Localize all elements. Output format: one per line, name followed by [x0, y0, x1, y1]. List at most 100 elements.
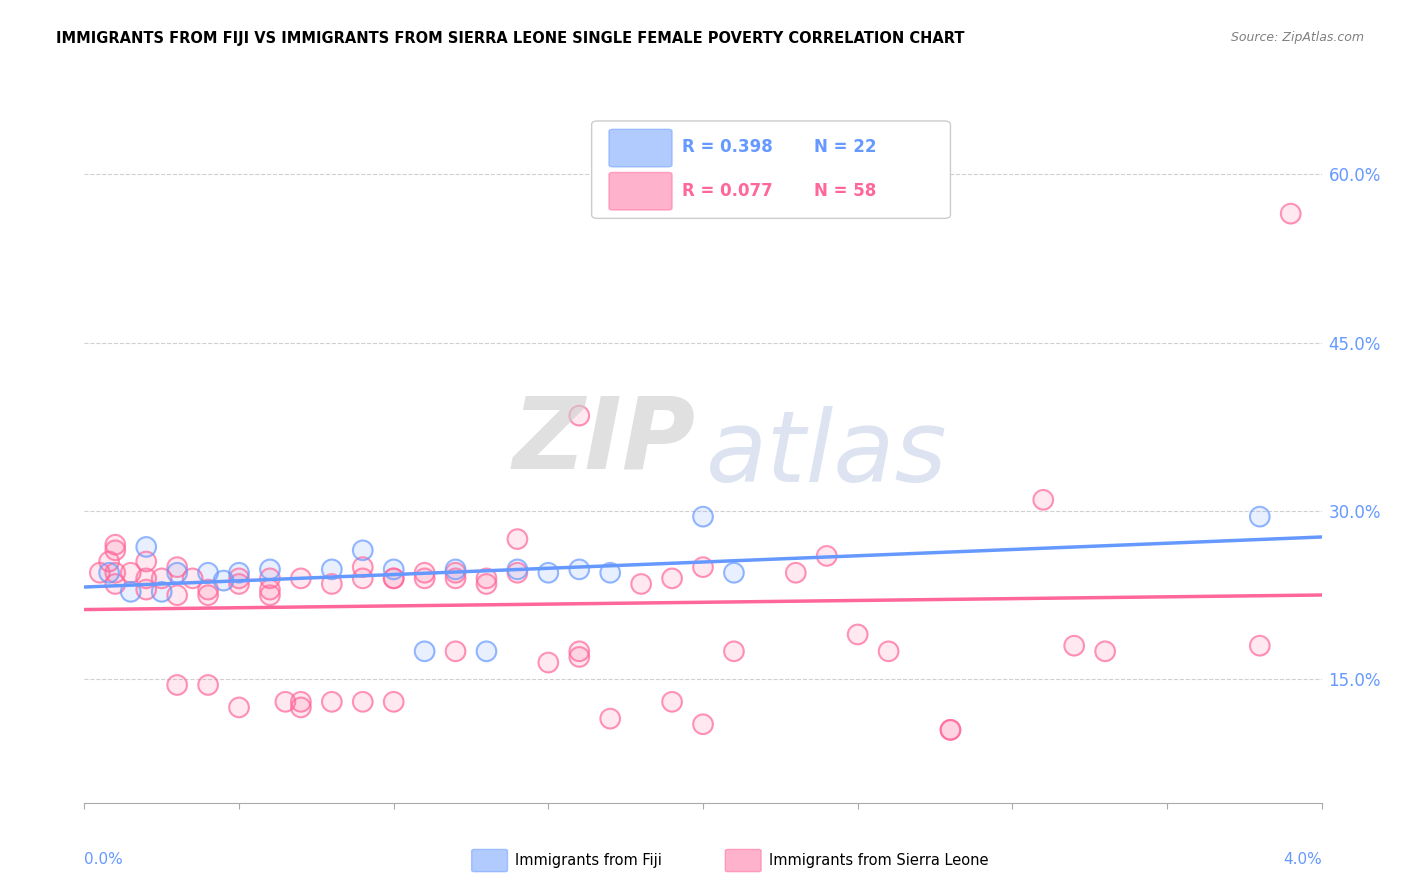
Point	[135, 582, 157, 597]
Point	[785, 566, 807, 580]
Point	[723, 644, 745, 658]
Point	[259, 582, 281, 597]
Point	[785, 566, 807, 580]
Point	[568, 562, 591, 576]
Point	[259, 582, 281, 597]
Point	[120, 584, 142, 599]
Text: N = 58: N = 58	[814, 182, 876, 200]
Point	[321, 695, 343, 709]
Point	[120, 566, 142, 580]
Point	[413, 571, 436, 585]
Point	[98, 566, 121, 580]
Point	[599, 712, 621, 726]
Point	[135, 582, 157, 597]
Point	[568, 409, 591, 423]
Point	[1032, 492, 1054, 507]
Point	[475, 644, 498, 658]
Point	[150, 584, 173, 599]
Point	[1279, 207, 1302, 221]
Point	[382, 571, 405, 585]
Point	[104, 538, 127, 552]
Point	[166, 566, 188, 580]
Point	[475, 571, 498, 585]
Point	[444, 644, 467, 658]
Point	[1249, 509, 1271, 524]
Point	[444, 562, 467, 576]
Point	[568, 649, 591, 664]
Point	[692, 717, 714, 731]
Point	[120, 584, 142, 599]
Point	[382, 571, 405, 585]
Point	[815, 549, 838, 563]
Point	[568, 644, 591, 658]
Point	[259, 562, 281, 576]
Point	[475, 644, 498, 658]
Point	[661, 571, 683, 585]
FancyBboxPatch shape	[592, 121, 950, 219]
Point	[197, 678, 219, 692]
Point	[89, 566, 111, 580]
Text: atlas: atlas	[706, 407, 948, 503]
Text: IMMIGRANTS FROM FIJI VS IMMIGRANTS FROM SIERRA LEONE SINGLE FEMALE POVERTY CORRE: IMMIGRANTS FROM FIJI VS IMMIGRANTS FROM …	[56, 31, 965, 46]
Point	[197, 582, 219, 597]
Point	[661, 695, 683, 709]
Text: Source: ZipAtlas.com: Source: ZipAtlas.com	[1230, 31, 1364, 45]
Point	[568, 644, 591, 658]
Point	[135, 540, 157, 554]
Point	[537, 656, 560, 670]
Point	[661, 571, 683, 585]
Text: ZIP: ZIP	[513, 392, 696, 490]
Point	[290, 695, 312, 709]
Text: 4.0%: 4.0%	[1282, 852, 1322, 866]
Point	[352, 543, 374, 558]
Point	[352, 571, 374, 585]
FancyBboxPatch shape	[471, 849, 508, 871]
Point	[321, 577, 343, 591]
Point	[630, 577, 652, 591]
Point	[723, 644, 745, 658]
Point	[197, 588, 219, 602]
Point	[104, 538, 127, 552]
Point	[1063, 639, 1085, 653]
Point	[89, 566, 111, 580]
Point	[150, 571, 173, 585]
Point	[537, 656, 560, 670]
Point	[382, 571, 405, 585]
Text: Immigrants from Fiji: Immigrants from Fiji	[515, 853, 662, 868]
Point	[228, 700, 250, 714]
Point	[104, 566, 127, 580]
Point	[692, 509, 714, 524]
Point	[212, 574, 235, 588]
Point	[444, 566, 467, 580]
Point	[98, 555, 121, 569]
Point	[568, 649, 591, 664]
Point	[413, 644, 436, 658]
Point	[197, 678, 219, 692]
Point	[259, 571, 281, 585]
Point	[166, 560, 188, 574]
Point	[599, 566, 621, 580]
Point	[692, 509, 714, 524]
Point	[290, 700, 312, 714]
Point	[506, 566, 529, 580]
Point	[228, 571, 250, 585]
Point	[228, 577, 250, 591]
Point	[104, 566, 127, 580]
Point	[1249, 639, 1271, 653]
Point	[228, 577, 250, 591]
Point	[259, 562, 281, 576]
Point	[166, 678, 188, 692]
Point	[382, 562, 405, 576]
Point	[692, 560, 714, 574]
FancyBboxPatch shape	[609, 172, 672, 210]
Point	[104, 577, 127, 591]
Point	[692, 560, 714, 574]
Point	[382, 571, 405, 585]
Text: N = 22: N = 22	[814, 138, 877, 156]
Point	[290, 695, 312, 709]
Point	[352, 695, 374, 709]
Point	[506, 532, 529, 546]
Point	[877, 644, 900, 658]
Point	[1094, 644, 1116, 658]
Point	[352, 560, 374, 574]
